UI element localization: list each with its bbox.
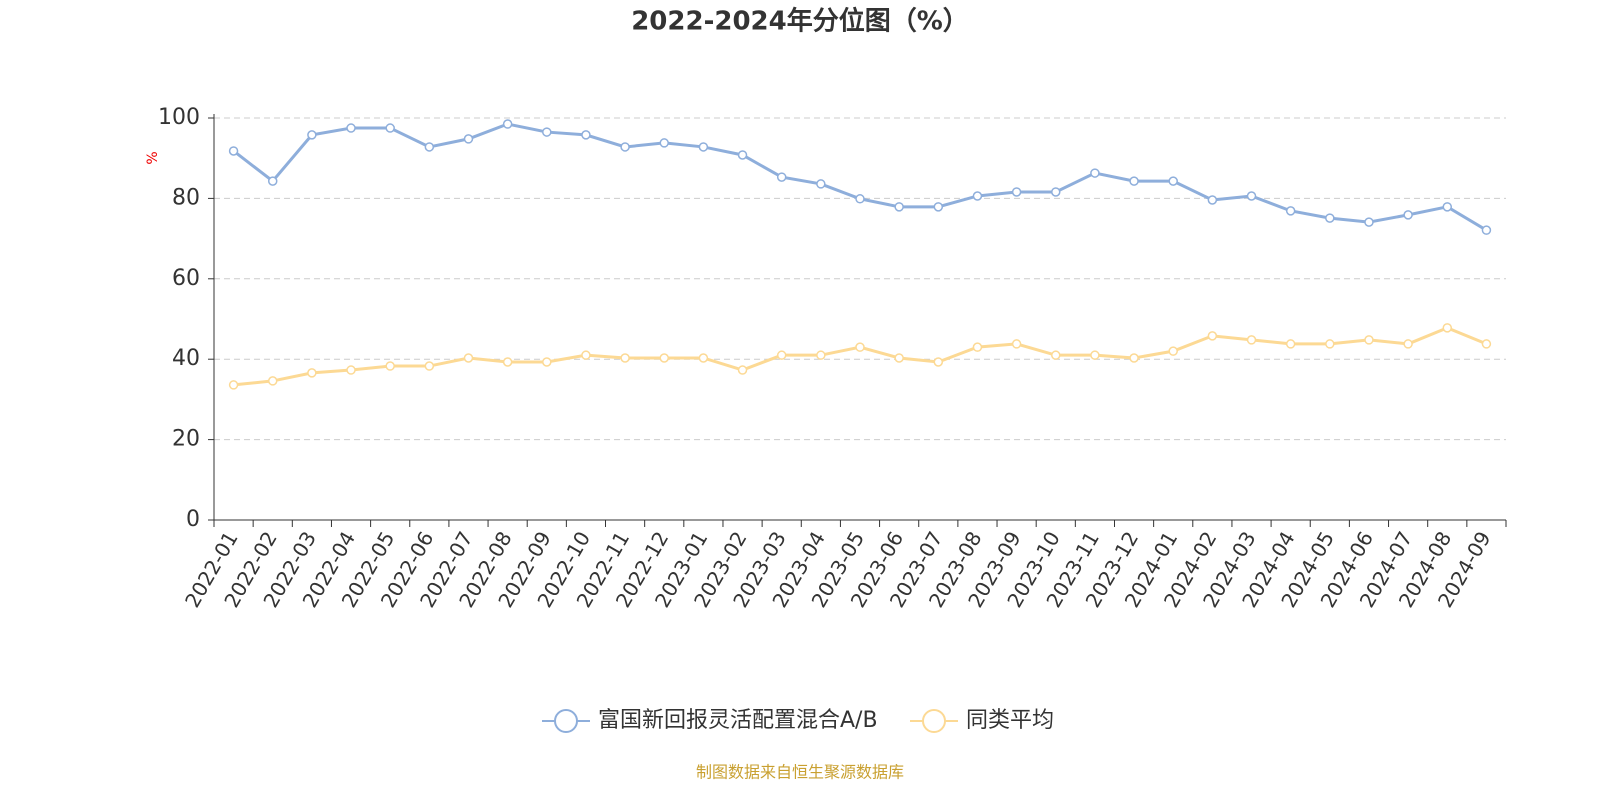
data-point <box>659 353 669 363</box>
data-point <box>1090 350 1100 360</box>
data-point <box>698 142 709 152</box>
data-point <box>463 353 474 363</box>
data-point <box>228 380 239 390</box>
data-point <box>816 179 826 189</box>
y-tick-label: 0 <box>186 507 200 532</box>
chart-title: 2022-2024年分位图（%） <box>631 6 969 37</box>
data-point <box>1246 335 1257 345</box>
data-point <box>659 138 669 148</box>
data-point <box>502 119 513 129</box>
data-point <box>1481 339 1492 349</box>
data-point <box>424 361 435 371</box>
y-axis-label: % <box>145 151 161 164</box>
data-point <box>1403 339 1413 349</box>
data-point <box>307 130 317 140</box>
data-point <box>1207 195 1218 205</box>
data-point <box>1364 335 1374 345</box>
data-point <box>894 353 904 363</box>
data-point <box>542 357 552 367</box>
data-point <box>737 150 748 160</box>
y-tick-label: 80 <box>172 185 200 210</box>
data-point <box>1285 339 1296 349</box>
data-point <box>346 365 356 375</box>
y-tick-label: 60 <box>172 266 200 291</box>
legend-marker <box>554 709 578 733</box>
data-point <box>463 134 474 144</box>
data-point <box>776 172 787 182</box>
data-point <box>1051 350 1061 360</box>
data-point <box>855 342 865 352</box>
data-point <box>228 146 239 156</box>
data-point <box>1168 176 1178 186</box>
data-point <box>1011 187 1022 197</box>
data-point <box>1364 217 1374 227</box>
data-point <box>1168 346 1178 356</box>
data-point <box>816 350 826 360</box>
series-line <box>232 122 1488 232</box>
data-point <box>933 357 944 367</box>
data-point <box>1403 210 1413 220</box>
data-point <box>1090 168 1100 178</box>
y-tick-label: 100 <box>158 105 200 130</box>
legend-label: 同类平均 <box>966 708 1054 733</box>
data-point <box>346 123 356 133</box>
source-note: 制图数据来自恒生聚源数据库 <box>696 763 904 782</box>
data-point <box>620 353 630 363</box>
data-point <box>1207 331 1218 341</box>
data-point <box>1051 187 1061 197</box>
y-tick-label: 20 <box>172 427 200 452</box>
y-tick-label: 40 <box>172 346 200 371</box>
data-point <box>933 202 944 212</box>
data-point <box>1129 353 1139 363</box>
data-point <box>1129 176 1139 186</box>
data-point <box>737 365 748 375</box>
data-point <box>855 194 865 204</box>
data-point <box>1011 339 1022 349</box>
data-point <box>581 130 591 140</box>
data-point <box>972 191 983 201</box>
data-point <box>620 142 630 152</box>
data-point <box>385 123 395 133</box>
data-point <box>542 127 552 137</box>
data-point <box>776 350 787 360</box>
data-point <box>1325 339 1335 349</box>
series-line <box>233 326 1487 387</box>
data-point <box>1325 213 1335 223</box>
data-point <box>1442 323 1453 333</box>
data-point <box>385 361 395 371</box>
data-point <box>267 376 278 386</box>
data-point <box>1481 225 1492 235</box>
data-point <box>972 342 983 352</box>
data-point <box>502 357 513 367</box>
data-point <box>1442 202 1453 212</box>
legend-marker <box>922 709 946 733</box>
data-point <box>307 368 317 378</box>
data-point <box>424 142 435 152</box>
data-point <box>581 350 591 360</box>
data-point <box>894 202 904 212</box>
data-point <box>1285 206 1296 216</box>
data-point <box>267 176 278 186</box>
legend-label: 富国新回报灵活配置混合A/B <box>598 708 878 733</box>
data-point <box>1246 191 1257 201</box>
data-point <box>698 353 709 363</box>
